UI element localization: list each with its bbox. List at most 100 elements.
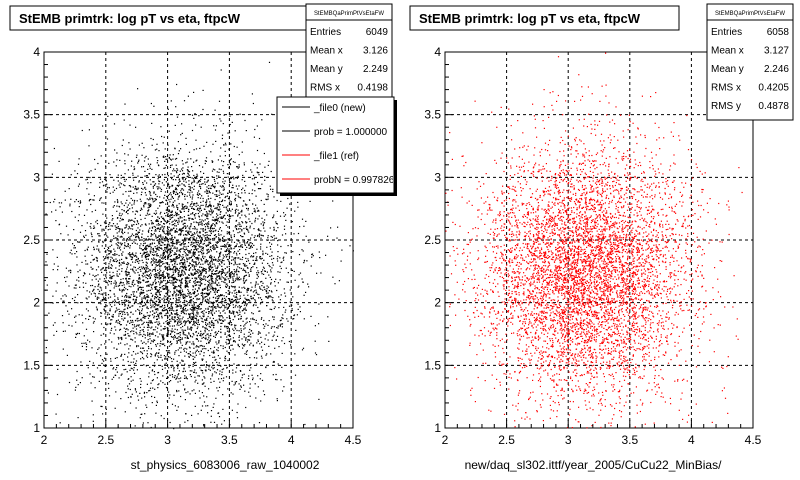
scatter-point xyxy=(178,214,180,216)
scatter-point xyxy=(181,208,183,210)
scatter-point xyxy=(277,244,279,246)
scatter-point xyxy=(210,302,212,304)
scatter-point xyxy=(127,313,129,315)
scatter-point xyxy=(262,223,265,225)
scatter-point xyxy=(135,229,137,232)
scatter-point xyxy=(176,324,178,326)
scatter-point xyxy=(204,226,207,228)
scatter-point xyxy=(123,288,125,290)
scatter-point xyxy=(262,171,264,173)
scatter-point xyxy=(183,265,186,268)
scatter-point xyxy=(195,361,197,363)
scatter-point xyxy=(291,308,293,310)
scatter-point xyxy=(157,343,159,345)
scatter-point xyxy=(247,209,249,211)
scatter-point xyxy=(229,298,231,300)
scatter-point xyxy=(225,376,228,378)
scatter-point xyxy=(101,230,103,232)
scatter-point xyxy=(169,307,171,309)
scatter-point xyxy=(235,252,238,254)
scatter-point xyxy=(258,137,261,140)
scatter-point xyxy=(166,232,168,235)
scatter-point xyxy=(164,191,167,193)
scatter-point xyxy=(170,228,172,230)
scatter-point xyxy=(169,248,172,250)
scatter-point xyxy=(140,200,142,202)
scatter-point xyxy=(127,213,129,215)
scatter-point xyxy=(257,270,259,272)
scatter-point xyxy=(159,345,161,347)
scatter-point xyxy=(139,286,141,288)
scatter-point xyxy=(208,281,210,283)
scatter-point xyxy=(218,342,220,344)
scatter-point xyxy=(160,202,163,204)
scatter-point xyxy=(248,244,250,246)
scatter-point xyxy=(190,300,192,302)
scatter-point xyxy=(54,322,56,324)
scatter-point xyxy=(95,278,97,280)
scatter-point xyxy=(182,193,184,195)
scatter-point xyxy=(151,230,153,232)
scatter-point xyxy=(137,223,140,225)
scatter-point xyxy=(147,341,149,343)
scatter-point xyxy=(243,373,245,375)
scatter-point xyxy=(167,246,169,248)
scatter-point xyxy=(81,377,83,379)
scatter-point xyxy=(125,278,127,280)
scatter-point xyxy=(175,320,177,322)
scatter-point xyxy=(210,232,212,235)
scatter-point xyxy=(248,252,250,255)
scatter-point xyxy=(133,333,135,335)
scatter-point xyxy=(171,276,173,279)
scatter-point xyxy=(223,235,225,237)
scatter-point xyxy=(196,175,199,177)
scatter-point xyxy=(171,214,173,216)
scatter-point xyxy=(244,344,246,346)
scatter-point xyxy=(174,286,176,288)
scatter-point xyxy=(164,276,166,278)
scatter-point xyxy=(169,295,171,297)
scatter-point xyxy=(250,237,252,239)
scatter-point xyxy=(205,201,207,204)
scatter-point xyxy=(143,302,146,304)
scatter-point xyxy=(160,257,163,259)
scatter-point xyxy=(167,234,169,236)
scatter-point xyxy=(139,332,141,334)
scatter-point xyxy=(162,261,164,263)
scatter-point xyxy=(92,414,94,416)
scatter-point xyxy=(267,235,269,237)
scatter-point xyxy=(286,318,288,320)
scatter-point xyxy=(228,231,230,233)
scatter-point xyxy=(153,365,156,367)
scatter-point xyxy=(158,235,160,237)
scatter-point xyxy=(130,235,133,237)
scatter-point xyxy=(148,296,150,298)
scatter-point xyxy=(159,196,161,198)
scatter-point xyxy=(174,170,176,172)
scatter-point xyxy=(254,300,257,302)
scatter-point xyxy=(52,269,54,271)
scatter-point xyxy=(190,318,192,320)
scatter-point xyxy=(224,300,226,302)
scatter-point xyxy=(251,243,253,245)
scatter-point xyxy=(88,171,90,173)
scatter-point xyxy=(118,284,121,286)
scatter-point xyxy=(128,142,130,144)
scatter-point xyxy=(121,282,123,284)
scatter-point xyxy=(161,335,163,338)
scatter-point xyxy=(109,296,112,298)
scatter-point xyxy=(212,245,214,247)
scatter-point xyxy=(122,310,124,313)
scatter-point xyxy=(174,271,176,273)
scatter-point xyxy=(191,316,194,318)
scatter-point xyxy=(201,358,203,360)
scatter-point xyxy=(274,285,276,287)
scatter-point xyxy=(332,276,334,278)
scatter-point xyxy=(151,144,153,146)
scatter-point xyxy=(104,365,106,367)
scatter-point xyxy=(280,200,282,202)
scatter-point xyxy=(147,317,150,319)
scatter-point xyxy=(102,413,104,415)
scatter-point xyxy=(238,257,240,259)
scatter-point xyxy=(258,422,261,424)
